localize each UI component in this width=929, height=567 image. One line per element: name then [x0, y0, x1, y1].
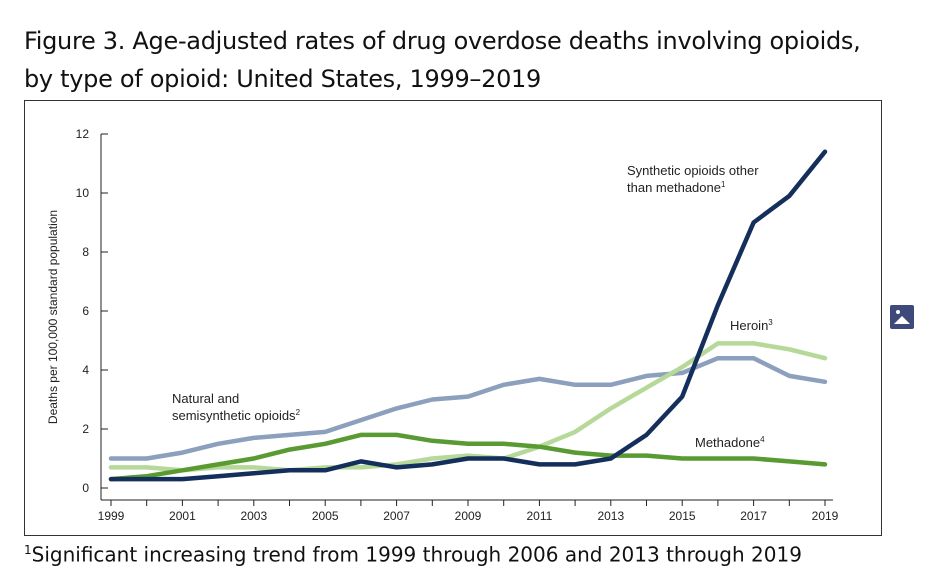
- figure-title-line1: Figure 3. Age-adjusted rates of drug ove…: [24, 27, 861, 55]
- x-tick-label: 2009: [455, 509, 482, 523]
- footnote-text: Significant increasing trend from 1999 t…: [31, 542, 802, 567]
- chart-frame: 0 2 4 6 8 10 12 1999 2001 2003 2005 2007 2009 2011 201…: [24, 100, 882, 536]
- series-label-sup: 1: [721, 180, 726, 189]
- x-tick-label: 2017: [740, 509, 767, 523]
- x-tick-label: 2003: [240, 509, 267, 523]
- x-tick-label: 2001: [169, 509, 196, 523]
- x-tick-label: 1999: [98, 509, 125, 523]
- x-tick-label: 2019: [812, 509, 839, 523]
- x-tick-label: 2005: [312, 509, 339, 523]
- series-labels: Natural and semisynthetic opioids2 Heroin3…: [172, 163, 773, 450]
- x-tick-label: 2011: [526, 509, 552, 523]
- series-line-3: [108, 149, 828, 482]
- footnote-marker: 1: [24, 543, 32, 557]
- series-label-2: Methadone4: [695, 435, 765, 450]
- footnote: 1Significant increasing trend from 1999 …: [24, 538, 929, 567]
- x-tick-label: 2007: [383, 509, 410, 523]
- y-tick-label: 6: [82, 304, 89, 318]
- series-line-2: [108, 432, 828, 482]
- series-line-1: [108, 341, 828, 473]
- y-tick-label: 2: [82, 422, 89, 436]
- image-icon[interactable]: [890, 305, 914, 329]
- series-label-1: Heroin3: [730, 318, 773, 333]
- y-tick-label: 4: [82, 363, 89, 377]
- series-lines: [108, 149, 828, 482]
- series-line-0: [108, 355, 828, 461]
- y-axis-label: Deaths per 100,000 standard population: [46, 210, 60, 424]
- series-label-3: Synthetic opioids other: [627, 163, 759, 178]
- series-label-sup: 4: [760, 435, 765, 444]
- y-tick-label: 10: [76, 186, 90, 200]
- figure-title: Figure 3. Age-adjusted rates of drug ove…: [24, 22, 904, 98]
- series-label-sup: 3: [768, 318, 773, 327]
- figure-title-line2: by type of opioid: United States, 1999–2…: [24, 65, 541, 93]
- x-tick-label: 2013: [597, 509, 624, 523]
- y-tick-label: 12: [76, 127, 90, 141]
- series-label-0-line2: semisynthetic opioids2: [172, 408, 301, 423]
- series-label-0: Natural and: [172, 391, 239, 406]
- series-label-sup: 2: [296, 408, 301, 417]
- x-tick-label: 2015: [669, 509, 696, 523]
- series-label-3-line2: than methadone1: [627, 180, 726, 195]
- y-tick-label: 8: [82, 245, 89, 259]
- y-tick-label: 0: [82, 481, 89, 495]
